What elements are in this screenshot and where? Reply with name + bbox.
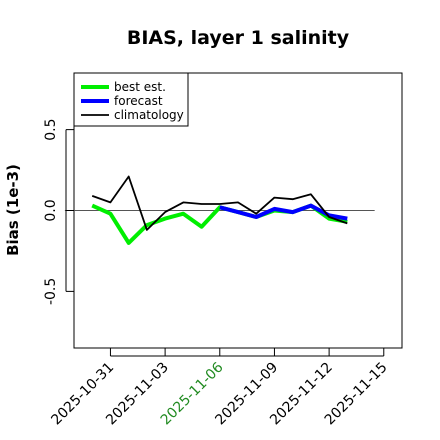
series-layer (91, 175, 348, 245)
y-axis-label: Bias (1e-3) (4, 164, 22, 256)
series-line-2 (91, 175, 348, 231)
legend-label-1: forecast (114, 94, 163, 108)
series-line-0 (91, 203, 348, 245)
y-tick-label: -0.5 (43, 278, 59, 305)
legend-label-2: climatology (114, 108, 184, 122)
y-axis: -0.5 0.0 0.5 (43, 118, 74, 305)
y-tick-label: 0.0 (43, 199, 59, 221)
y-tick-label: 0.5 (43, 118, 59, 140)
chart-title: BIAS, layer 1 salinity (127, 27, 350, 49)
x-axis: 2025-10-312025-11-032025-11-062025-11-09… (48, 348, 391, 428)
legend-label-0: best est. (114, 80, 166, 94)
